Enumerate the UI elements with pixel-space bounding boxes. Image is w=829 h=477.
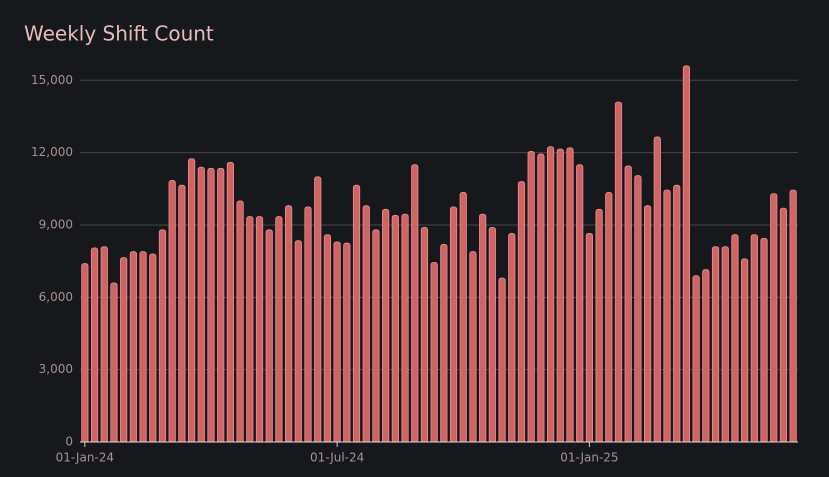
bar	[624, 165, 632, 443]
bar	[323, 234, 332, 443]
bar	[566, 147, 574, 443]
bar	[226, 161, 234, 443]
bar	[741, 258, 749, 443]
bar	[682, 65, 691, 443]
bar	[517, 181, 526, 443]
bar	[430, 261, 438, 443]
bar	[440, 243, 448, 443]
bar	[711, 246, 720, 443]
bar	[644, 205, 652, 443]
bar	[750, 234, 758, 443]
bar	[702, 269, 710, 443]
bar	[372, 229, 380, 443]
y-tick-label: 12,000	[31, 145, 73, 159]
bar	[149, 253, 157, 443]
bar	[255, 216, 264, 443]
bar	[304, 206, 312, 443]
y-tick-label: 6,000	[39, 290, 73, 304]
bar	[236, 200, 244, 443]
bar	[362, 205, 370, 443]
bar	[537, 153, 545, 443]
bar	[275, 216, 283, 443]
y-tick-label: 0	[65, 435, 73, 449]
bar	[634, 175, 642, 443]
bar	[789, 189, 797, 443]
bar	[420, 226, 429, 443]
bar	[294, 240, 302, 443]
bar	[129, 251, 137, 443]
bar	[595, 208, 603, 443]
bar	[168, 179, 176, 443]
bar	[265, 229, 273, 443]
bar	[673, 184, 681, 443]
bar	[352, 184, 361, 443]
bar	[721, 246, 729, 443]
bar	[498, 277, 506, 443]
bar	[207, 167, 215, 443]
bar	[663, 189, 671, 443]
bar	[469, 251, 477, 443]
bar	[479, 213, 487, 443]
y-tick-label: 15,000	[31, 73, 73, 87]
bar	[576, 164, 584, 443]
bar	[585, 233, 593, 443]
x-tick-label: 01-Jan-25	[560, 451, 618, 465]
bar	[382, 208, 390, 443]
bar	[187, 158, 196, 443]
bar	[605, 192, 613, 443]
bar	[770, 193, 778, 443]
chart-title: Weekly Shift Count	[24, 22, 214, 46]
x-tick-label: 01-Jul-24	[310, 451, 364, 465]
bar	[556, 148, 564, 443]
bar	[391, 214, 399, 443]
bar	[614, 101, 623, 443]
bar	[246, 216, 254, 443]
bar	[508, 233, 516, 443]
bar	[217, 167, 225, 443]
bar	[139, 251, 147, 443]
bar	[100, 246, 108, 443]
bar	[449, 206, 458, 443]
bar	[692, 275, 700, 443]
bar	[779, 207, 788, 443]
bar	[81, 263, 89, 443]
y-tick-label: 9,000	[39, 217, 73, 231]
bar	[158, 229, 167, 443]
x-tick-label: 01-Jan-24	[56, 451, 114, 465]
bar	[333, 241, 341, 443]
bar	[314, 176, 322, 443]
bar	[401, 213, 409, 443]
bar	[178, 184, 186, 443]
y-tick-label: 3,000	[39, 362, 73, 376]
bar	[760, 237, 768, 443]
bar	[120, 257, 128, 443]
bar	[110, 282, 118, 443]
bar	[459, 192, 467, 443]
bar	[527, 151, 535, 443]
bar	[488, 226, 496, 443]
bar	[411, 164, 419, 443]
bar	[653, 136, 661, 443]
bar	[90, 247, 99, 443]
bar	[343, 242, 351, 443]
bar	[285, 205, 293, 443]
bar	[546, 146, 555, 443]
bar	[197, 166, 205, 443]
bar	[731, 234, 739, 443]
